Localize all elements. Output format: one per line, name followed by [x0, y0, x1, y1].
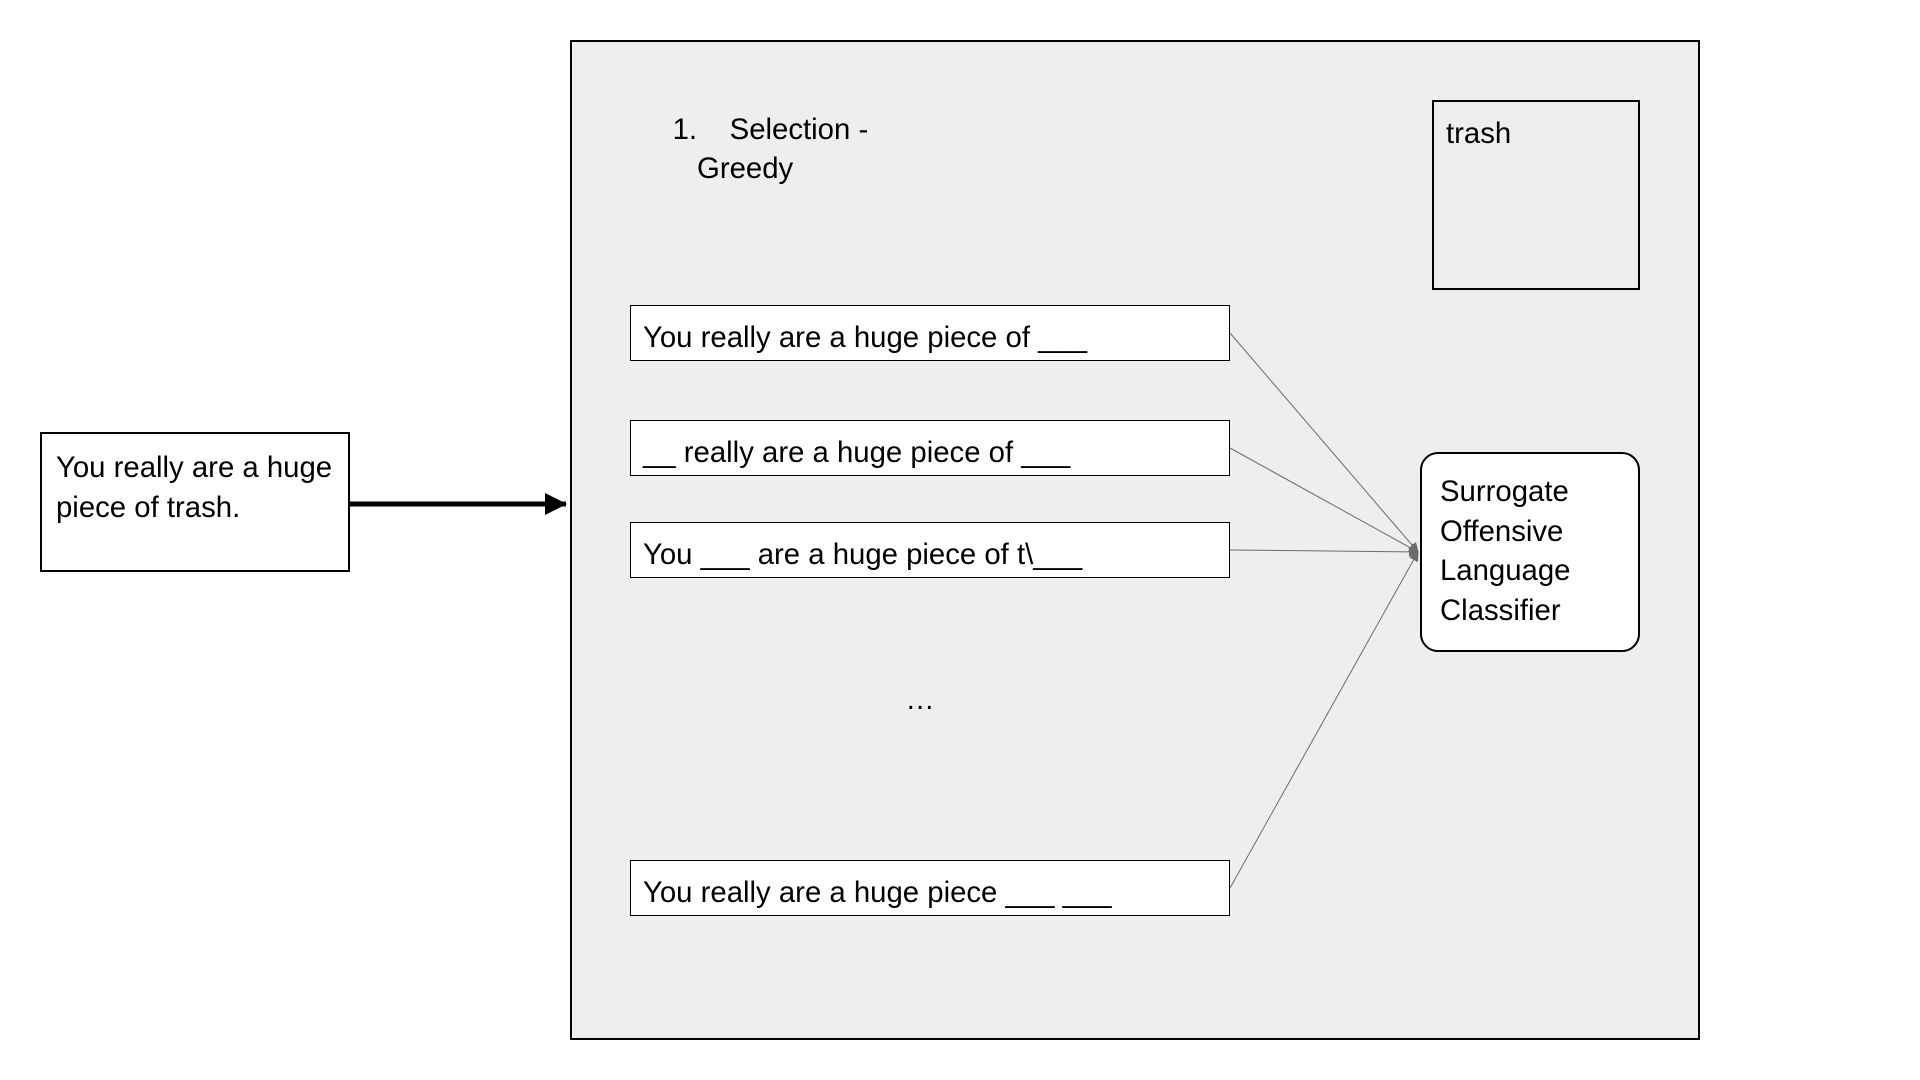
variant-text: You ___ are a huge piece of t\___	[643, 538, 1082, 571]
variant-text: __ really are a huge piece of ___	[643, 436, 1070, 469]
variant-text: You really are a huge piece ___ ___	[643, 876, 1112, 909]
candidates-box: trash	[1432, 100, 1640, 290]
input-sentence-text: You really are a huge piece of trash.	[56, 451, 332, 524]
classifier-box: Surrogate Offensive Language Classifier	[1420, 452, 1640, 652]
classifier-text: Surrogate Offensive Language Classifier	[1440, 475, 1571, 627]
step-label: 1. Selection - Greedy	[640, 70, 900, 150]
variant-text: You really are a huge piece of ___	[643, 321, 1087, 354]
variant-box: You really are a huge piece ___ ___	[630, 860, 1230, 916]
diagram-canvas: You really are a huge piece of trash. 1.…	[0, 0, 1920, 1080]
ellipsis: …	[880, 680, 960, 720]
candidates-label: candidates	[1432, 60, 1632, 96]
input-sentence-box: You really are a huge piece of trash.	[40, 432, 350, 572]
candidates-content: trash	[1446, 117, 1511, 150]
variant-box: __ really are a huge piece of ___	[630, 420, 1230, 476]
variant-box: You really are a huge piece of ___	[630, 305, 1230, 361]
ellipsis-text: …	[905, 680, 934, 720]
variant-box: You ___ are a huge piece of t\___	[630, 522, 1230, 578]
